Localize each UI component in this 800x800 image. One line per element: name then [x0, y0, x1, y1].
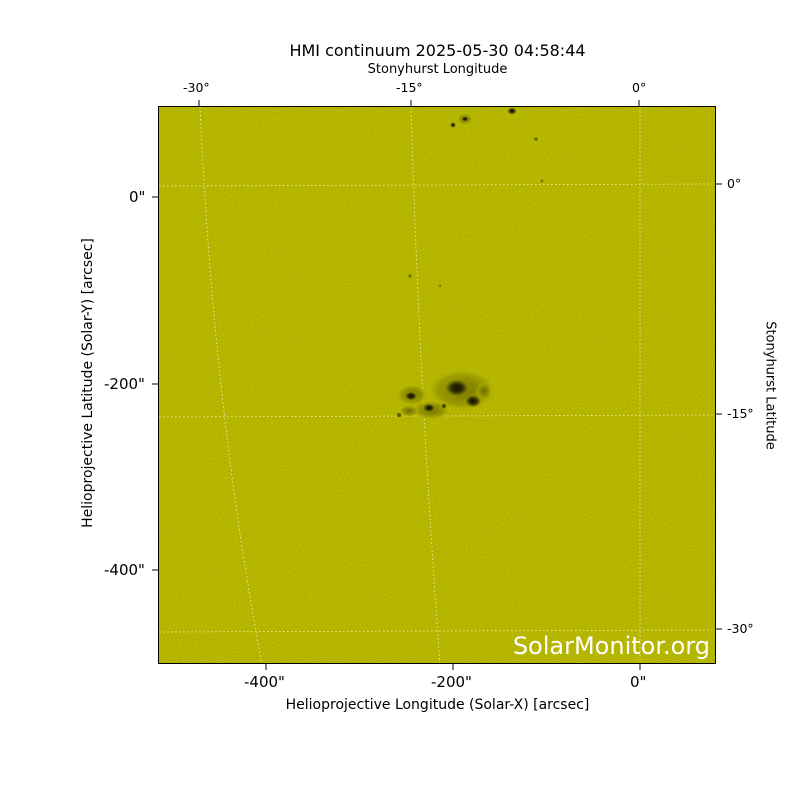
- right-tick-label: -15°: [727, 406, 754, 421]
- sunspot-group-north: [408, 107, 544, 288]
- coordinate-grid: [159, 107, 715, 663]
- left-tick-label: 0": [129, 188, 146, 206]
- bottom-tick-label: -200": [431, 673, 472, 691]
- watermark: SolarMonitor.org: [512, 632, 710, 660]
- top-tick-label: 0°: [632, 80, 647, 95]
- solar-image-panel: [158, 106, 716, 664]
- right-tick-label: -30°: [727, 621, 754, 636]
- right-tick-label: 0°: [727, 176, 742, 191]
- top-tick-label: -30°: [183, 80, 210, 95]
- top-axis-label: Stonyhurst Longitude: [367, 62, 508, 77]
- left-tick-label: -400": [104, 561, 145, 579]
- bottom-tick-label: -400": [244, 673, 285, 691]
- hmi-continuum-image: [159, 107, 715, 663]
- top-tick-label: -15°: [396, 80, 423, 95]
- plot-title: HMI continuum 2025-05-30 04:58:44: [289, 41, 586, 60]
- sunspot-group-main: [396, 368, 498, 420]
- left-tick-label: -200": [104, 375, 145, 393]
- bottom-axis-label: Helioprojective Longitude (Solar-X) [arc…: [285, 697, 590, 713]
- bottom-tick-label: 0": [630, 673, 647, 691]
